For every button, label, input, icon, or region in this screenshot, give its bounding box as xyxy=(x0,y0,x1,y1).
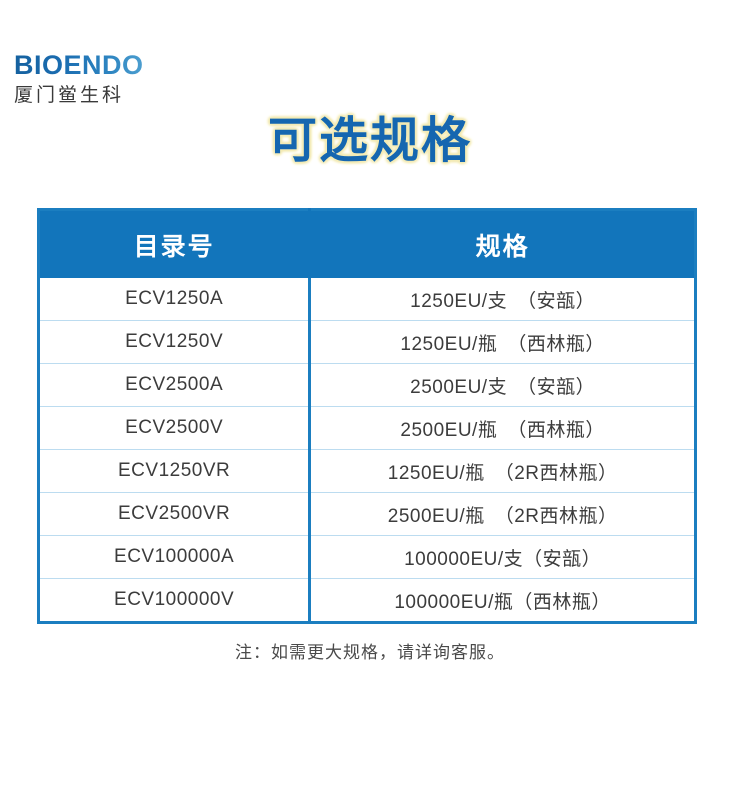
specification-table: 目录号 规格 ECV1250A 1250EU/支 （安瓿） ECV1250V 1250… xyxy=(37,208,697,624)
table-row: ECV2500V 2500EU/瓶 （西林瓶） xyxy=(38,406,696,450)
cell-specification: 2500EU/瓶 （西林瓶） xyxy=(309,406,696,450)
table-header: 目录号 规格 xyxy=(38,209,696,278)
cell-catalog-no: ECV100000V xyxy=(38,578,312,623)
cell-catalog-no: ECV2500A xyxy=(38,363,312,407)
table-row: ECV1250A 1250EU/支 （安瓿） xyxy=(38,278,696,321)
footnote: 注：如需更大规格，请详询客服。 xyxy=(235,643,505,662)
table-row: ECV1250VR 1250EU/瓶 （2R西林瓶） xyxy=(38,449,696,493)
brand-wordmark: BIOENDO xyxy=(14,50,144,80)
table-row: ECV2500A 2500EU/支 （安瓿） xyxy=(38,363,696,407)
brand-subtitle: 厦门鲎生科 xyxy=(14,85,125,106)
cell-specification: 1250EU/支 （安瓿） xyxy=(410,290,596,312)
cell-catalog-no: ECV2500V xyxy=(38,406,312,450)
cell-catalog-no: ECV1250VR xyxy=(38,449,312,493)
page-title: 可选规格 xyxy=(267,113,472,168)
cell-specification: 1250EU/瓶 （2R西林瓶） xyxy=(309,449,696,493)
cell-specification: 2500EU/支 （安瓿） xyxy=(309,363,696,407)
cell-specification: 100000EU/瓶（西林瓶） xyxy=(309,578,696,623)
table-row: ECV2500VR 2500EU/瓶 （2R西林瓶） xyxy=(38,492,696,536)
cell-specification: 2500EU/瓶 （2R西林瓶） xyxy=(309,492,696,536)
cell-catalog-no: ECV2500VR xyxy=(38,492,312,536)
column-header-specification: 规格 xyxy=(475,232,530,261)
cell-specification: 100000EU/支（安瓿） xyxy=(309,535,696,579)
specification-table-container: 目录号 规格 ECV1250A 1250EU/支 （安瓿） ECV1250V 1250… xyxy=(37,208,697,624)
cell-catalog-no: ECV100000A xyxy=(38,535,312,579)
table-row: ECV100000A 100000EU/支（安瓿） xyxy=(38,535,696,579)
table-header-row: 目录号 规格 xyxy=(38,209,696,278)
cell-catalog-no: ECV1250V xyxy=(38,320,312,364)
table-body: ECV1250A 1250EU/支 （安瓿） ECV1250V 1250EU/瓶 （西… xyxy=(38,278,696,623)
cell-specification: 1250EU/瓶 （西林瓶） xyxy=(309,320,696,364)
table-row: ECV1250V 1250EU/瓶 （西林瓶） xyxy=(38,320,696,364)
table-row: ECV100000V 100000EU/瓶（西林瓶） xyxy=(38,578,696,623)
brand-logo: BIOENDO 厦门鲎生科 xyxy=(14,50,214,106)
cell-catalog-no: ECV1250A xyxy=(38,278,312,321)
column-header-catalog-no: 目录号 xyxy=(38,209,312,278)
